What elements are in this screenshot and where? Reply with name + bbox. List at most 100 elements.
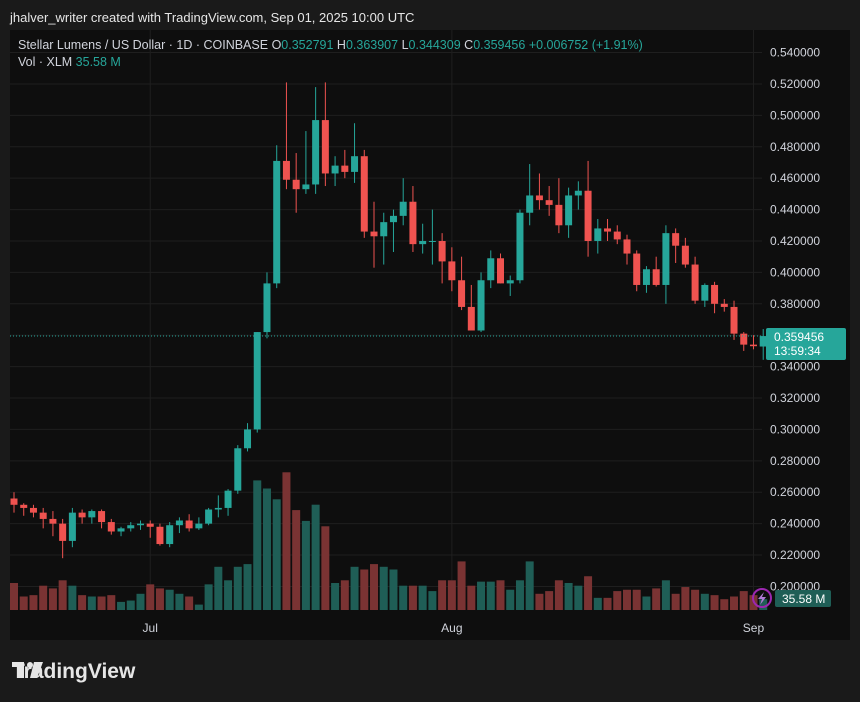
candle (360, 149, 368, 238)
volume-badge: 35.58 M (752, 588, 831, 608)
candle-body (136, 523, 144, 526)
volume-bar (155, 588, 164, 610)
volume-bar (564, 583, 573, 610)
candle-body (263, 283, 271, 333)
candle-body (565, 195, 573, 226)
volume-bar (710, 595, 719, 610)
brand-name: TradingView (12, 660, 136, 683)
candle-body (49, 518, 57, 524)
candle (711, 281, 719, 314)
volume-bar (146, 584, 155, 610)
candle (370, 201, 378, 268)
candle (652, 256, 660, 287)
open-label: O (271, 38, 282, 52)
high-label: H (336, 38, 346, 52)
candle (458, 256, 466, 311)
candle-body (244, 429, 252, 449)
candle-body (487, 258, 495, 281)
candle-body (419, 240, 427, 245)
volume-bar (262, 488, 271, 610)
volume-bar (457, 561, 466, 610)
change-value: +0.006752 (+1.91%) (528, 38, 643, 52)
candle-body (234, 448, 242, 491)
volume-bar (759, 599, 768, 610)
low-label: L (401, 38, 409, 52)
volume-bar (331, 583, 340, 610)
lightning-icon (752, 588, 772, 608)
candle (292, 153, 300, 213)
price-tick-label: 0.280000 (770, 454, 820, 468)
candle (623, 234, 631, 265)
tradingview-logo-icon (12, 662, 43, 678)
candle (195, 517, 203, 530)
volume-bar (214, 566, 223, 610)
candle (448, 247, 456, 292)
volume-bar (97, 596, 106, 610)
volume-bar (292, 510, 301, 610)
volume-bar (691, 589, 700, 610)
volume-bar (87, 596, 96, 610)
volume-bar (165, 589, 174, 610)
candle-body (506, 280, 514, 284)
candle (419, 223, 427, 254)
candle-body (672, 233, 680, 246)
candle (117, 526, 125, 537)
candle-body (730, 306, 738, 334)
candle-body (253, 332, 261, 430)
candle-body (477, 280, 485, 331)
symbol-label: Stellar Lumens / US Dollar · 1D · COINBA… (18, 38, 269, 52)
candle-body (29, 507, 37, 513)
candle (642, 266, 650, 293)
candle (321, 82, 329, 187)
volume-bar (632, 589, 641, 610)
candle (526, 164, 534, 226)
candle (565, 187, 573, 238)
volume-bar (194, 604, 203, 610)
price-tick-label: 0.420000 (770, 234, 820, 248)
candle (244, 423, 252, 452)
close-value: 0.359456 (473, 38, 526, 52)
candle (302, 131, 310, 194)
candle-body (535, 195, 543, 201)
candle-body (545, 200, 553, 205)
volume-bar (642, 596, 651, 610)
volume-bar (486, 581, 495, 610)
candle-body (604, 228, 612, 232)
volume-bar (78, 595, 87, 610)
candle-body (467, 306, 475, 331)
candle-body (409, 201, 417, 245)
candlestick-chart[interactable]: 0.540000 0.520000 0.500000 0.480000 0.460000… (10, 30, 850, 640)
candle-body (195, 523, 203, 529)
price-tick-label: 0.300000 (770, 422, 820, 436)
candle-body (740, 333, 748, 345)
candle-body (380, 222, 388, 237)
candle-body (166, 525, 174, 545)
candle (701, 283, 709, 307)
candle-body (720, 303, 728, 307)
candle-body (214, 507, 222, 510)
chart-legend: Stellar Lumens / US Dollar · 1D · COINBA… (18, 38, 643, 69)
volume-bar (428, 591, 437, 610)
volume-bar (496, 580, 505, 610)
candle-body (681, 245, 689, 265)
candle-body (185, 520, 193, 529)
price-badge-countdown: 13:59:34 (774, 344, 821, 358)
candle-body (642, 269, 650, 285)
tradingview-logo[interactable]: TradingView (12, 660, 135, 684)
volume-bar (282, 472, 291, 610)
chart-panel[interactable]: 0.540000 0.520000 0.500000 0.480000 0.460000… (10, 30, 850, 640)
volume-bar (185, 596, 194, 610)
candle-body (273, 160, 281, 284)
candle (662, 225, 670, 304)
price-badge: 0.359456 13:59:34 (766, 328, 846, 361)
candle (633, 250, 641, 292)
candle-body (68, 512, 76, 541)
candle (535, 173, 543, 210)
volume-bar (506, 589, 515, 610)
candle-body (749, 344, 757, 347)
volume-bar (311, 504, 320, 610)
candle-body (574, 190, 582, 196)
candle (691, 256, 699, 304)
volume-bar (19, 596, 28, 610)
chart-credit: jhalver_writer created with TradingView.… (10, 10, 415, 25)
